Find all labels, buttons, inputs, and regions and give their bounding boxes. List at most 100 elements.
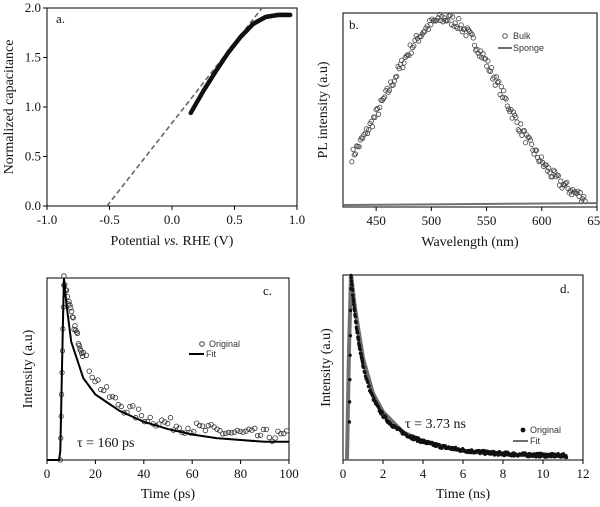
- x-tick-label: 550: [477, 213, 497, 228]
- bulk-point: [386, 87, 393, 93]
- sponge-line: [342, 202, 598, 207]
- original-point: [225, 429, 232, 436]
- original-point: [86, 368, 92, 374]
- x-tick-label: 0: [340, 466, 347, 481]
- original-point: [202, 427, 209, 434]
- panel-b: 450 500 550 600 650 b. Bulk Sponge Wavelength (n…: [316, 11, 600, 250]
- bulk-point: [413, 32, 419, 39]
- original-point: [185, 425, 191, 432]
- bulk-point: [408, 50, 414, 56]
- legend-label-fit: Fit: [530, 436, 540, 446]
- legend-label-original: Original: [530, 425, 561, 435]
- bulk-point: [425, 26, 431, 32]
- original-point: [162, 419, 168, 425]
- bulk-point: [463, 33, 469, 39]
- bulk-point: [363, 126, 370, 132]
- original-point: [347, 420, 352, 424]
- original-point: [74, 330, 81, 337]
- bulk-point: [456, 16, 462, 22]
- x-tick-label: 12: [577, 466, 590, 481]
- y-tick-label: 0.5: [25, 149, 41, 164]
- original-point: [231, 429, 238, 435]
- legend-marker-original: [520, 427, 526, 433]
- bulk-point: [382, 94, 388, 100]
- bulk-point: [522, 140, 529, 146]
- original-point: [534, 455, 538, 459]
- original-point: [355, 331, 360, 335]
- bulk-point: [352, 151, 359, 157]
- bulk-point: [465, 27, 472, 33]
- x-tick-label: -1.0: [37, 212, 58, 227]
- bulk-point: [418, 33, 424, 40]
- bulk-point: [488, 65, 495, 71]
- x-tick-label: 1.0: [289, 212, 305, 227]
- y-tick-label: 2.0: [25, 0, 41, 15]
- original-point: [228, 430, 235, 436]
- original-point: [366, 380, 370, 385]
- original-point: [354, 320, 358, 324]
- x-tick-label: 6: [460, 466, 467, 481]
- original-point: [260, 426, 267, 433]
- bulk-point: [552, 168, 558, 174]
- original-point: [368, 388, 372, 392]
- bulk-point: [369, 124, 376, 130]
- original-point: [176, 425, 182, 431]
- x-tick-label: 450: [366, 213, 386, 228]
- original-point: [348, 333, 353, 338]
- plot-frame: [46, 277, 290, 461]
- y-axis-title: Normalized capacitance: [2, 40, 17, 175]
- bulk-point: [501, 88, 507, 94]
- original-point: [147, 414, 153, 421]
- x-tick-label: 20: [89, 466, 102, 481]
- original-point: [348, 308, 353, 313]
- x-axis-title: Wavelength (nm): [421, 235, 519, 250]
- panel-label: a.: [56, 11, 65, 26]
- panel-label: b.: [349, 17, 359, 32]
- original-point: [112, 395, 119, 401]
- original-point: [243, 428, 249, 434]
- original-point: [208, 421, 214, 428]
- bulk-point: [555, 173, 561, 179]
- original-point: [384, 415, 388, 419]
- original-point: [356, 335, 360, 340]
- bulk-point: [451, 23, 457, 29]
- x-tick-label: 80: [234, 466, 247, 481]
- x-tick-label: 0: [44, 466, 51, 481]
- original-point: [257, 432, 264, 438]
- original-point: [237, 428, 243, 435]
- original-point: [220, 431, 226, 437]
- tau-annotation: τ = 3.73 ns: [405, 417, 466, 432]
- bulk-point: [403, 53, 410, 59]
- original-point: [349, 276, 354, 280]
- bulk-point: [529, 141, 535, 147]
- original-point: [68, 308, 75, 315]
- bulk-point: [411, 43, 417, 49]
- original-point: [205, 422, 211, 429]
- original-point: [80, 349, 87, 356]
- bulk-point: [377, 104, 383, 110]
- bulk-point: [422, 29, 428, 35]
- bulk-point: [496, 78, 502, 85]
- bulk-point: [535, 155, 541, 161]
- original-point: [348, 377, 352, 382]
- bulk-point: [349, 159, 355, 165]
- y-tick-label: 1.0: [25, 99, 41, 114]
- bulk-point: [373, 107, 379, 113]
- original-point: [350, 283, 354, 287]
- original-point: [254, 432, 261, 439]
- original-point: [272, 435, 278, 441]
- original-point: [363, 370, 367, 375]
- x-axis-title: Time (ns): [436, 487, 491, 502]
- bulk-point: [503, 96, 509, 102]
- original-point: [249, 427, 255, 433]
- original-point: [69, 314, 76, 320]
- original-point: [95, 377, 101, 383]
- original-point: [352, 303, 356, 307]
- original-point: [360, 360, 365, 365]
- original-point: [223, 430, 229, 437]
- original-point: [358, 348, 362, 352]
- original-point: [118, 403, 124, 410]
- original-point: [353, 314, 358, 319]
